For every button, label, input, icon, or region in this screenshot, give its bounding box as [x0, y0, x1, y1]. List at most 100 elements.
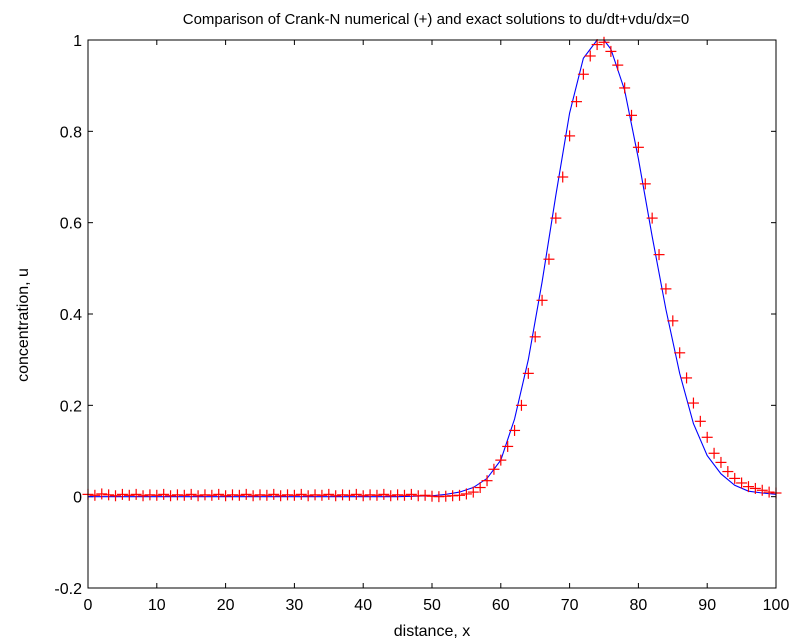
numerical-point	[192, 490, 204, 502]
numerical-point	[316, 489, 328, 501]
numerical-point	[405, 488, 417, 500]
numerical-point	[660, 283, 672, 295]
numerical-point	[302, 490, 314, 502]
axes-frame	[87, 39, 777, 589]
numerical-point	[564, 130, 576, 142]
y-tick-label: 0.2	[60, 398, 82, 415]
numerical-point	[681, 372, 693, 384]
numerical-point	[674, 347, 686, 359]
numerical-point	[598, 36, 610, 48]
numerical-point	[165, 490, 177, 502]
numerical-point	[626, 109, 638, 121]
y-tick-label: 0.6	[60, 216, 82, 233]
numerical-point	[419, 489, 431, 501]
numerical-point	[213, 488, 225, 500]
numerical-point	[646, 212, 658, 224]
numerical-point	[742, 481, 754, 493]
x-tick-label: 0	[84, 597, 93, 614]
numerical-point	[378, 488, 390, 500]
numerical-point	[268, 488, 280, 500]
numerical-point	[536, 294, 548, 306]
plot-area	[82, 36, 782, 503]
numerical-point	[275, 490, 287, 502]
numerical-point	[261, 489, 273, 501]
numerical-point	[736, 477, 748, 489]
numerical-point	[612, 59, 624, 71]
numerical-point	[708, 447, 720, 459]
numerical-point	[233, 489, 245, 501]
x-tick-label: 60	[492, 597, 510, 614]
numerical-point	[701, 431, 713, 443]
numerical-point	[509, 424, 521, 436]
numerical-point	[605, 45, 617, 57]
y-tick-label: 0.4	[60, 307, 82, 324]
numerical-point	[220, 490, 232, 502]
numerical-point	[151, 489, 163, 501]
y-tick-label: 0.8	[60, 124, 82, 141]
numerical-point	[729, 472, 741, 484]
numerical-point	[667, 315, 679, 327]
numerical-point	[467, 486, 479, 498]
x-tick-label: 30	[286, 597, 304, 614]
numerical-point	[206, 489, 218, 501]
x-tick-label: 90	[698, 597, 716, 614]
numerical-point	[89, 489, 101, 501]
y-tick-label: 0	[73, 490, 82, 507]
numerical-point	[722, 466, 734, 478]
numerical-point	[591, 39, 603, 51]
numerical-point	[557, 171, 569, 183]
numerical-point	[653, 249, 665, 261]
numerical-point	[488, 463, 500, 475]
numerical-point	[474, 482, 486, 494]
numerical-point	[288, 489, 300, 501]
numerical-point	[357, 490, 369, 502]
numerical-point	[178, 489, 190, 501]
x-tick-label: 10	[148, 597, 166, 614]
x-tick-label: 20	[217, 597, 235, 614]
numerical-point	[481, 475, 493, 487]
numerical-point	[694, 415, 706, 427]
numerical-point	[123, 489, 135, 501]
axis-ticks: 0 10 20 30 40 50 60 70 80 90 100-0.200.20.40.60.81	[54, 33, 789, 614]
x-tick-label: 50	[423, 597, 441, 614]
numerical-point	[323, 488, 335, 500]
numerical-point	[632, 141, 644, 153]
numerical-point	[584, 50, 596, 62]
numerical-point	[350, 488, 362, 500]
numerical-point	[570, 96, 582, 108]
numerical-point	[130, 488, 142, 500]
numerical-point	[247, 490, 259, 502]
y-tick-label: -0.2	[54, 581, 82, 598]
numerical-point	[763, 486, 775, 498]
numerical-point	[240, 488, 252, 500]
numerical-point	[687, 397, 699, 409]
x-axis-label: distance, x	[394, 623, 470, 640]
y-axis-label: concentration, u	[15, 268, 32, 382]
y-tick-label: 1	[73, 33, 82, 50]
numerical-point	[522, 367, 534, 379]
x-tick-label: 40	[354, 597, 372, 614]
numerical-point	[495, 454, 507, 466]
numerical-point	[454, 489, 466, 501]
numerical-point	[749, 482, 761, 494]
x-tick-label: 100	[763, 597, 790, 614]
numerical-point	[543, 253, 555, 265]
numerical-point	[460, 488, 472, 500]
numerical-point	[343, 489, 355, 501]
numerical-point	[715, 456, 727, 468]
x-tick-label: 80	[630, 597, 648, 614]
numerical-point	[550, 212, 562, 224]
numerical-point	[116, 488, 128, 500]
numerical-point	[529, 331, 541, 343]
numerical-point	[137, 490, 149, 502]
numerical-point	[639, 178, 651, 190]
numerical-point	[330, 490, 342, 502]
numerical-point	[756, 484, 768, 496]
numerical-point	[577, 68, 589, 80]
numerical-point	[103, 489, 115, 501]
numerical-point	[398, 489, 410, 501]
numerical-point	[515, 399, 527, 411]
exact-solution-line	[88, 39, 777, 498]
